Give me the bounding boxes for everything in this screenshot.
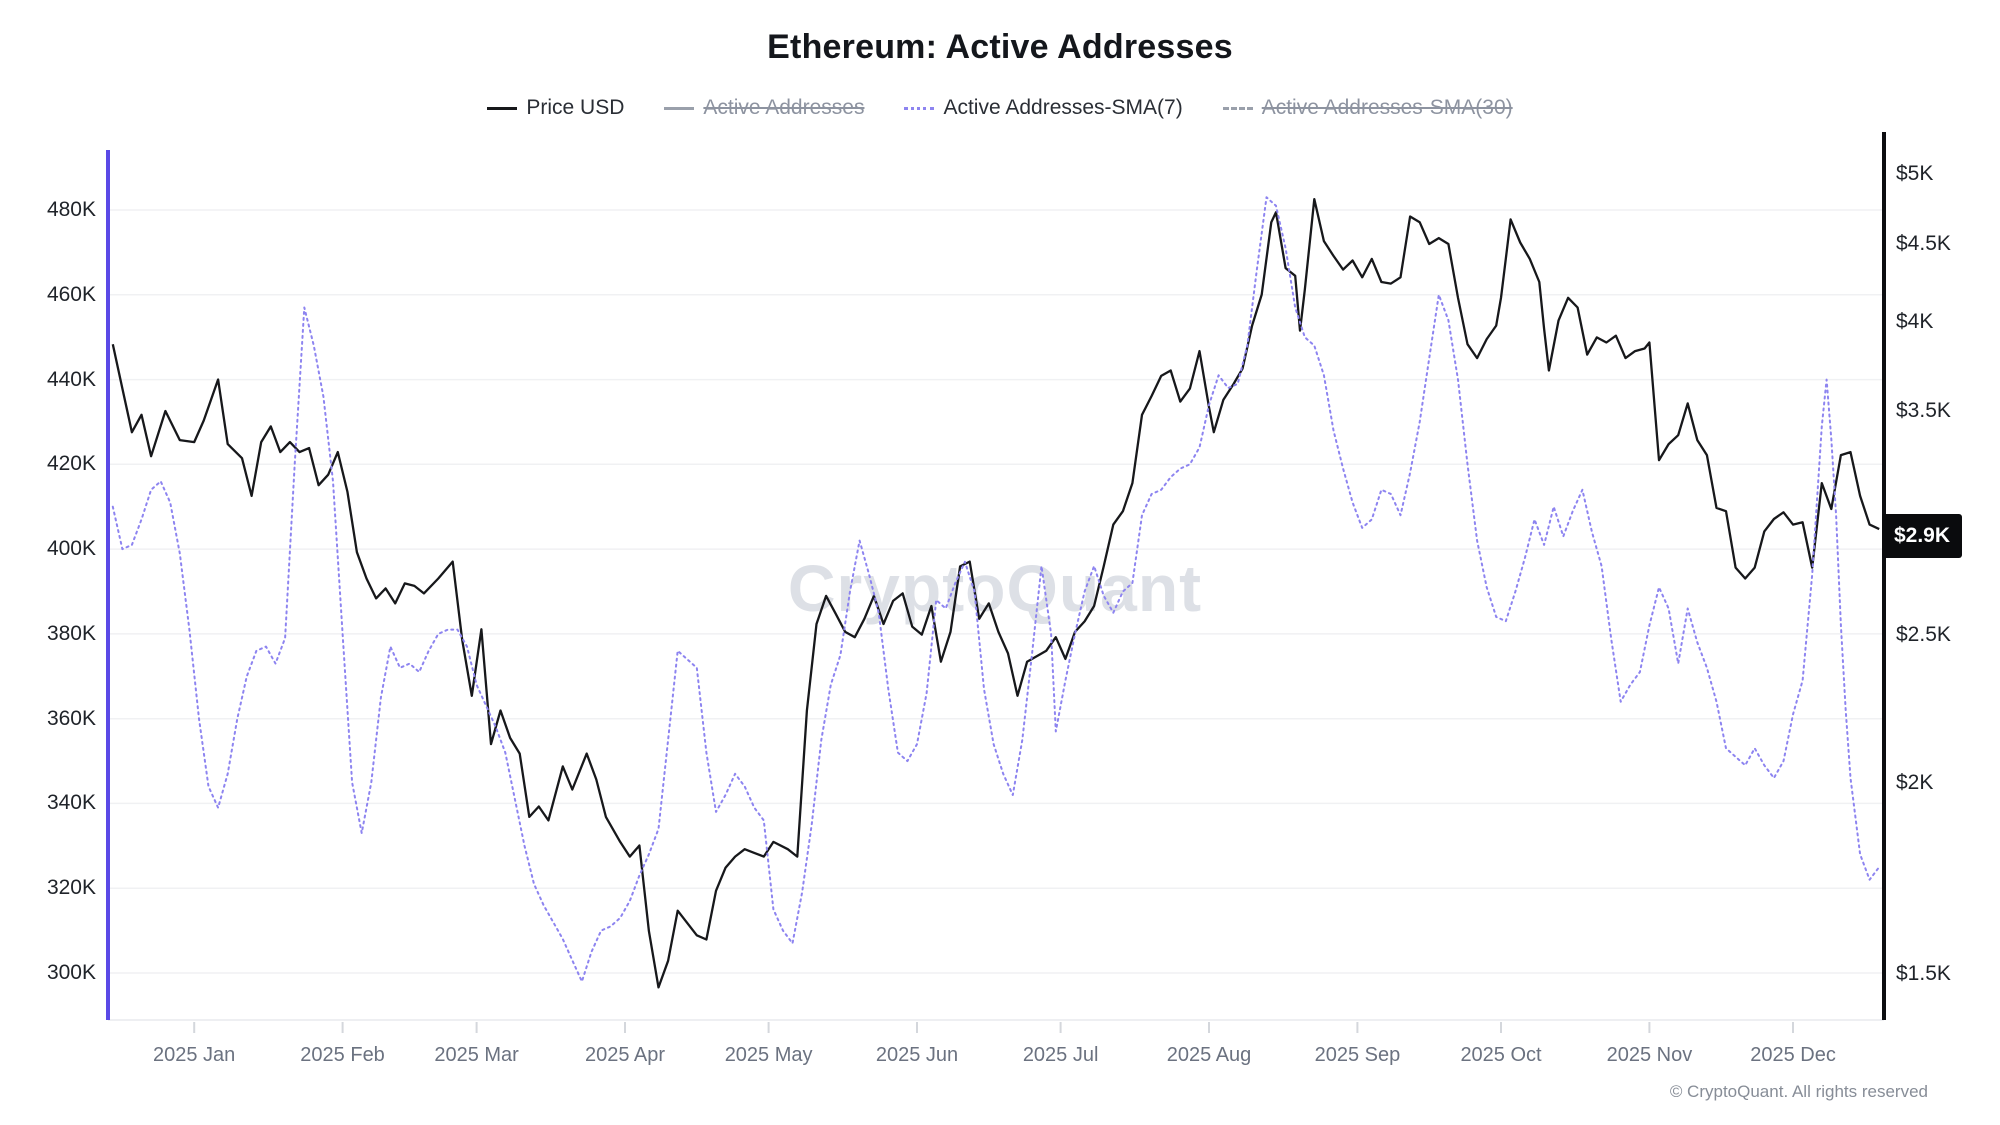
y-right-tick-label: $3.5K — [1896, 398, 1951, 422]
legend-item-active-addresses[interactable]: Active Addresses — [664, 96, 864, 120]
y-left-tick-label: 320K — [46, 876, 96, 900]
x-tick-label: 2025 Nov — [1606, 1044, 1693, 1066]
y-left-tick-label: 300K — [46, 961, 96, 984]
series-price-usd — [111, 197, 1880, 989]
x-tick-label: 2025 Sep — [1314, 1044, 1401, 1066]
y-left-tick-label: 360K — [46, 706, 96, 730]
y-right-tick-label: $4K — [1896, 310, 1934, 334]
legend-item-active-addresses-sma-30-[interactable]: Active Addresses-SMA(30) — [1222, 96, 1513, 120]
y-left-tick-label: 380K — [46, 621, 96, 645]
y-right-tick-label: $1.5K — [1896, 962, 1951, 985]
y-left-tick-label: 460K — [46, 282, 96, 306]
y-left-tick-label: 400K — [46, 537, 96, 561]
x-tick-label: 2025 Feb — [300, 1044, 385, 1066]
x-tick-label: 2025 Dec — [1750, 1044, 1836, 1066]
legend-item-active-addresses-sma-7-[interactable]: Active Addresses-SMA(7) — [904, 96, 1183, 120]
y-left-tick-label: 440K — [46, 367, 96, 391]
y-right-tick-label: $4.5K — [1896, 232, 1951, 255]
legend-label: Active Addresses-SMA(7) — [943, 96, 1183, 119]
series-active-addresses-sma-7- — [111, 196, 1881, 983]
y-right-tick-label: $2.5K — [1896, 622, 1951, 646]
x-tick-label: 2025 Aug — [1166, 1044, 1252, 1066]
x-tick-label: 2025 Jun — [875, 1044, 959, 1066]
y-left-tick-label: 340K — [46, 791, 96, 815]
legend: Price USD Active Addresses Active Addresse… — [0, 96, 2000, 120]
legend-label: Active Addresses-SMA(30) — [1261, 96, 1513, 119]
y-right-tick-label: $2K — [1896, 770, 1934, 794]
price-badge: $2.9K — [1882, 513, 1962, 558]
legend-marker-solid — [664, 106, 695, 110]
x-tick-label: 2025 Apr — [584, 1044, 666, 1066]
legend-marker-dotted — [904, 106, 935, 110]
watermark: CryptoQuant — [787, 551, 1203, 625]
y-left-tick-label: 420K — [46, 452, 96, 476]
legend-label: Price USD — [526, 96, 625, 119]
x-tick-label: 2025 Jan — [153, 1044, 236, 1066]
y-left-tick-label: 480K — [46, 198, 96, 221]
x-tick-label: 2025 Mar — [434, 1044, 519, 1066]
legend-item-price-usd[interactable]: Price USD — [487, 96, 624, 120]
x-tick-label: 2025 Jul — [1022, 1044, 1099, 1066]
chart-title: Ethereum: Active Addresses — [767, 28, 1233, 66]
copyright: © CryptoQuant. All rights reserved — [1669, 1082, 1928, 1101]
legend-marker-solid — [487, 106, 518, 110]
legend-label: Active Addresses — [703, 96, 865, 119]
x-tick-label: 2025 May — [724, 1044, 813, 1066]
x-tick-label: 2025 Oct — [1460, 1044, 1542, 1066]
y-right-tick-label: $5K — [1896, 162, 1934, 185]
legend-marker-dashed — [1222, 106, 1253, 110]
